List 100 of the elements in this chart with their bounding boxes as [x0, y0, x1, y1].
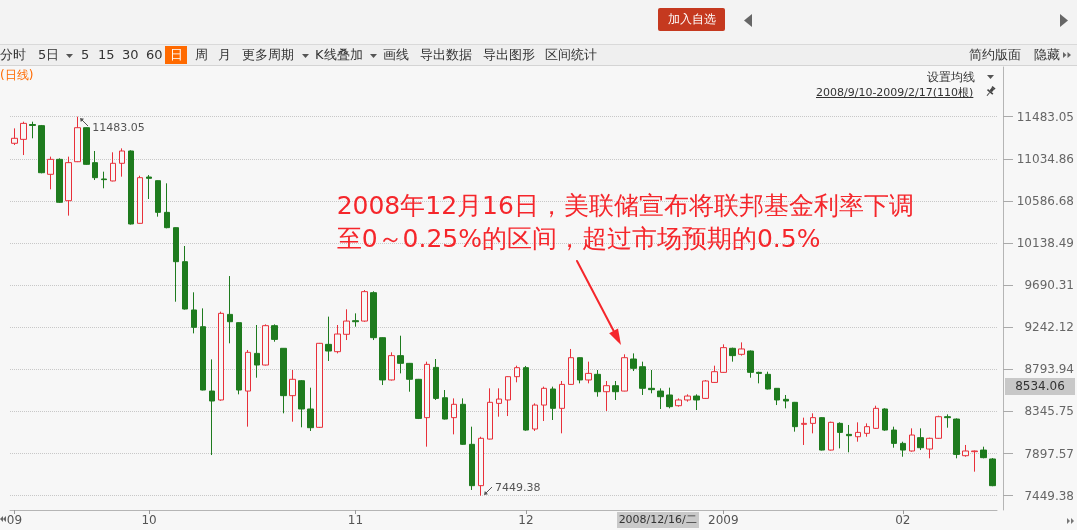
- candlestick: [944, 413, 951, 429]
- candlestick: [370, 290, 377, 341]
- candlestick: [819, 416, 825, 452]
- candlestick: [702, 379, 709, 400]
- candlestick: [343, 308, 350, 341]
- candlestick: [20, 121, 27, 156]
- candlestick: [657, 387, 664, 410]
- candlestick: [433, 358, 439, 401]
- candlestick: [236, 321, 242, 395]
- candlestick: [891, 426, 897, 449]
- candlestick: [729, 347, 736, 363]
- text: 导出数据: [420, 47, 472, 63]
- annotation: 11483.05: [92, 120, 145, 134]
- candlestick: [873, 405, 879, 430]
- candlestick: [325, 316, 332, 362]
- x-tick-label: 02: [895, 513, 911, 527]
- candlestick: [684, 393, 691, 403]
- text: 隐藏: [1034, 47, 1060, 63]
- candlestick: [747, 349, 754, 379]
- candlestick: [83, 126, 90, 166]
- text: 更多周期: [242, 47, 294, 63]
- candlestick: [271, 323, 278, 343]
- candlestick: [254, 324, 260, 379]
- candlestick: [442, 389, 448, 421]
- candlestick: [828, 421, 834, 452]
- candlestick: [424, 361, 430, 448]
- candlestick: [756, 371, 762, 384]
- candlestick: [514, 365, 520, 383]
- candlestick: [316, 342, 323, 429]
- x-tick-label: 09: [6, 513, 23, 527]
- candlestick: [65, 156, 72, 217]
- candlestick: [101, 171, 107, 189]
- text: 30: [122, 47, 139, 63]
- candlestick: [792, 401, 798, 433]
- y-tick-label: 11034.86: [1016, 151, 1074, 166]
- annotation: 设置均线: [927, 70, 975, 84]
- candlestick: [487, 387, 493, 440]
- y-tick-label: 10138.49: [1016, 236, 1074, 251]
- text: 60: [146, 47, 163, 63]
- candlestick: [110, 151, 116, 182]
- candlestick: [505, 375, 511, 417]
- y-tick-label: 8345.75: [1024, 404, 1074, 419]
- candlestick: [119, 147, 125, 178]
- candlestick: [900, 441, 906, 458]
- candlestick: [864, 422, 870, 438]
- candlestick: [585, 361, 592, 384]
- candlestick: [532, 402, 538, 432]
- x-tick-label: 11: [347, 513, 364, 527]
- y-tick-label: 10586.68: [1016, 193, 1074, 208]
- candlestick: [245, 349, 251, 428]
- annotation: 2008/9/10-2009/2/17(110根): [816, 86, 974, 99]
- candlestick: [137, 175, 143, 225]
- text: 8534.06: [1005, 378, 1075, 395]
- y-tick-label: 11483.05: [1016, 109, 1074, 124]
- candlestick: [182, 245, 188, 311]
- text: 5日: [38, 47, 60, 63]
- candlestick: [917, 427, 924, 451]
- candlestick: [173, 226, 179, 303]
- candlestick: [541, 386, 547, 422]
- candlestick: [909, 427, 915, 453]
- candlestick: [980, 446, 987, 459]
- text: K线叠加: [315, 47, 363, 63]
- candlestick: [801, 417, 807, 446]
- candlestick: [397, 335, 404, 374]
- candlestick: [774, 387, 780, 406]
- candlestick: [693, 393, 700, 411]
- candlestick: [209, 358, 215, 456]
- candlestick: [38, 124, 45, 174]
- candlestick: [594, 369, 601, 398]
- candlestick: [738, 341, 745, 357]
- candlestick: [989, 457, 996, 487]
- candlestick: [882, 407, 888, 432]
- x-tick-label: 12: [518, 513, 534, 527]
- candlestick: [191, 291, 197, 334]
- candlestick: [559, 380, 565, 434]
- text: 分时: [0, 47, 26, 63]
- candlestick: [630, 352, 637, 372]
- y-tick-label: 9690.31: [1024, 278, 1074, 293]
- candlestick: [711, 365, 718, 384]
- candlestick: [415, 378, 422, 420]
- candlestick: [155, 179, 161, 218]
- candlestick: [56, 157, 63, 204]
- candlestick: [388, 351, 395, 382]
- candlestick: [11, 127, 18, 146]
- candlestick: [352, 312, 359, 328]
- annotation: (日线): [0, 68, 34, 82]
- annotation: 2008年12月16日，美联储宣布将联邦基金利率下调至0～0.25%的区间，超过市场预期的0.5%: [336, 190, 915, 256]
- candlestick: [47, 156, 54, 190]
- candlestick: [621, 353, 628, 392]
- candlestick: [810, 412, 816, 434]
- candlestick: [361, 289, 368, 323]
- candlestick: [406, 362, 413, 393]
- y-tick-label: 7449.38: [1024, 488, 1074, 503]
- y-tick-label: 8793.94: [1024, 362, 1074, 377]
- annotation: 7449.38: [495, 480, 541, 494]
- candlestick: [164, 182, 170, 229]
- candlestick: [379, 336, 386, 386]
- candlestick: [523, 365, 529, 432]
- candlestick: [451, 397, 457, 435]
- x-tick-label: 2009: [708, 513, 739, 527]
